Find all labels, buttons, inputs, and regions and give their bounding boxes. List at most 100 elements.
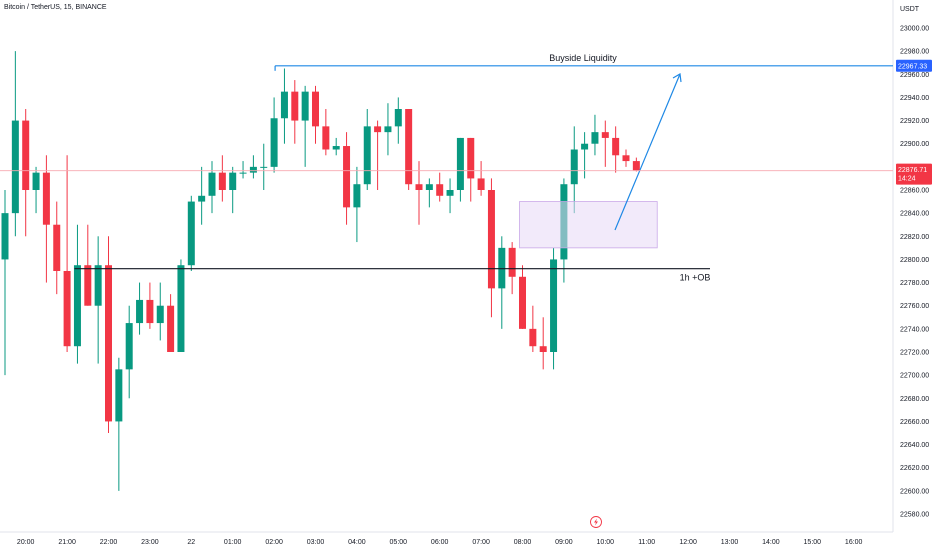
bear-candle xyxy=(467,137,475,202)
bear-candle xyxy=(343,132,351,225)
buyside-price-badge xyxy=(896,59,932,72)
bull-candle xyxy=(208,161,216,214)
candle-body xyxy=(146,299,154,324)
x-tick-label: 05:00 xyxy=(390,539,408,546)
bull-candle xyxy=(394,97,402,144)
y-tick-label: 22620.00 xyxy=(900,465,929,472)
candle-body xyxy=(581,143,589,150)
candle-body xyxy=(477,178,485,190)
bull-candle xyxy=(591,114,599,156)
bull-candle xyxy=(177,259,185,352)
candle-body xyxy=(456,137,464,190)
y-tick-label: 22940.00 xyxy=(900,95,929,102)
candle-body xyxy=(22,120,30,190)
candle-body xyxy=(436,184,444,196)
x-tick-label: 01:00 xyxy=(224,539,242,546)
bear-candle xyxy=(529,305,537,352)
y-tick-label: 22900.00 xyxy=(900,141,929,148)
candle-body xyxy=(167,305,175,352)
bear-candle xyxy=(539,317,547,370)
bear-candle xyxy=(601,120,609,167)
candle-body xyxy=(249,166,257,173)
bull-candle xyxy=(384,103,392,156)
bull-candle xyxy=(229,166,237,214)
x-tick-label: 02:00 xyxy=(265,539,283,546)
bear-candle xyxy=(477,161,485,196)
candle-body xyxy=(42,172,50,225)
bull-candle xyxy=(115,357,123,491)
bull-candle xyxy=(353,166,361,243)
candle-body xyxy=(63,271,71,347)
grid xyxy=(0,0,894,533)
candle-body xyxy=(394,109,402,127)
bear-candle xyxy=(519,265,526,329)
candle-body xyxy=(519,276,526,329)
candle-body xyxy=(570,149,578,185)
candle-body xyxy=(539,346,547,352)
y-tick-label: 22700.00 xyxy=(900,373,929,380)
y-tick-label: 22860.00 xyxy=(900,188,929,195)
bull-candle xyxy=(581,132,589,179)
candle-body xyxy=(125,323,133,370)
candle-body xyxy=(94,265,102,306)
x-tick-label: 10:00 xyxy=(597,539,615,546)
bear-candle xyxy=(487,178,495,318)
x-tick-label: 15:00 xyxy=(804,539,822,546)
projection-arrow xyxy=(614,73,681,231)
bear-candle xyxy=(374,120,382,190)
candle-body xyxy=(156,305,164,324)
ob-annotation: 1h +OB xyxy=(680,273,711,283)
x-tick-label: 20:00 xyxy=(17,539,35,546)
candle-body xyxy=(270,118,278,167)
bull-candle xyxy=(332,137,340,156)
candle-body xyxy=(280,91,288,119)
bull-candle xyxy=(280,68,288,144)
y-tick-label: 22640.00 xyxy=(900,442,929,449)
y-tick-label: 22720.00 xyxy=(900,350,929,357)
candle-body xyxy=(415,184,423,190)
candle-body xyxy=(374,126,382,133)
candle-body xyxy=(115,369,123,422)
candle-body xyxy=(343,146,351,208)
candle-body xyxy=(32,172,40,190)
candle-body xyxy=(105,265,112,422)
candle-body xyxy=(446,190,454,196)
bull-candle xyxy=(198,166,206,225)
bull-candle xyxy=(239,161,247,179)
bear-candle xyxy=(22,109,30,237)
bull-candle xyxy=(270,97,278,173)
bear-candle xyxy=(167,294,175,352)
bear-candle xyxy=(146,282,154,329)
candle-body xyxy=(218,172,226,190)
y-tick-label: 22840.00 xyxy=(900,211,929,218)
candle-body xyxy=(301,91,309,121)
y-tick-label: 22660.00 xyxy=(900,419,929,426)
candle-body xyxy=(405,109,413,185)
bull-candle xyxy=(425,178,433,208)
overlays-group: 1h +OB Buyside Liquidity xyxy=(0,53,893,283)
bear-candle xyxy=(312,85,319,144)
bear-candle xyxy=(84,224,92,306)
y-tick-label: 22780.00 xyxy=(900,280,929,287)
bear-candle xyxy=(436,172,444,202)
y-tick-label: 22680.00 xyxy=(900,396,929,403)
candle-body xyxy=(550,259,558,352)
current-price-badge xyxy=(896,163,932,185)
candles-group xyxy=(1,51,640,491)
x-tick-label: 23:00 xyxy=(141,539,159,546)
candle-body xyxy=(632,161,640,171)
bull-candle xyxy=(32,166,40,214)
candle-body xyxy=(11,120,19,214)
candle-body xyxy=(229,172,237,190)
bull-candle xyxy=(498,236,506,329)
candle-body xyxy=(208,172,216,196)
quote-unit-label: USDT xyxy=(900,6,920,13)
x-tick-label: 22 xyxy=(187,539,195,546)
y-tick-label: 22980.00 xyxy=(900,49,929,56)
x-tick-label: 11:00 xyxy=(638,539,655,546)
x-tick-label: 21:00 xyxy=(58,539,76,546)
bull-candle xyxy=(301,85,309,167)
x-tick-label: 14:00 xyxy=(762,539,780,546)
bull-candle xyxy=(11,51,19,237)
